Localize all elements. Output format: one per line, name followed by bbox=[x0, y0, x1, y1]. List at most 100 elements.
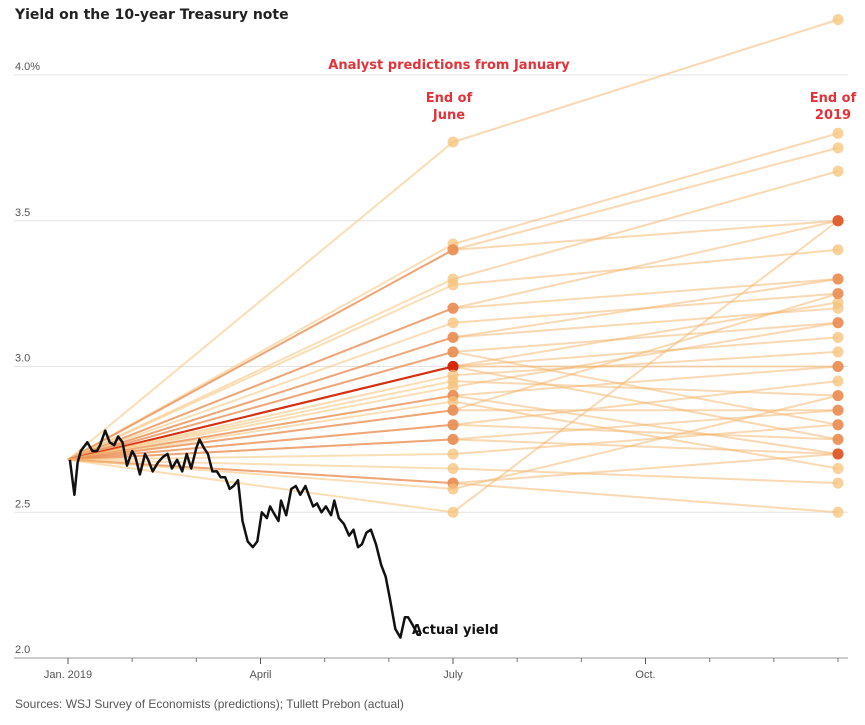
dec-prediction-dot bbox=[832, 127, 844, 139]
june-prediction-dot bbox=[447, 279, 459, 291]
x-tick-label: July bbox=[443, 669, 463, 681]
prediction-line-to-dec bbox=[452, 132, 839, 246]
prediction-line-to-dec bbox=[452, 219, 839, 310]
dec-prediction-dot bbox=[832, 14, 844, 26]
y-axis: 4.0% 3.5 3.0 2.5 2.0 bbox=[15, 61, 40, 656]
dec-prediction-dot bbox=[832, 288, 844, 300]
dec-prediction-dot bbox=[832, 273, 844, 285]
june-prediction-dot bbox=[447, 331, 459, 343]
dec-prediction-dot bbox=[832, 244, 844, 256]
y-tick-label: 2.5 bbox=[15, 498, 30, 510]
june-label-line2: June bbox=[432, 108, 465, 123]
actual-yield-line bbox=[68, 429, 421, 639]
june-prediction-dot bbox=[447, 448, 459, 460]
y-tick-label: 3.5 bbox=[15, 207, 30, 219]
dec-prediction-dot bbox=[832, 165, 844, 177]
prediction-line-to-june bbox=[67, 458, 454, 514]
june-prediction-dot bbox=[447, 346, 459, 358]
x-tick-label: Jan. 2019 bbox=[44, 669, 92, 681]
dec-prediction-dot bbox=[832, 317, 844, 329]
prediction-line-to-dec bbox=[452, 278, 839, 339]
y-tick-label: 3.0 bbox=[15, 353, 30, 365]
dec-prediction-dot bbox=[832, 296, 844, 308]
prediction-line-to-june bbox=[67, 141, 454, 461]
prediction-line-to-june bbox=[67, 350, 454, 461]
dec-prediction-dot bbox=[832, 346, 844, 358]
prediction-line-to-dec bbox=[452, 321, 839, 388]
prediction-line-to-dec bbox=[452, 278, 839, 310]
prediction-line-to-june bbox=[67, 321, 454, 461]
prediction-line-to-dec bbox=[452, 18, 839, 143]
prediction-line-to-june bbox=[67, 365, 454, 461]
prediction-line-to-dec bbox=[452, 438, 839, 455]
x-axis: Jan. 2019 April July Oct. bbox=[44, 658, 839, 681]
prediction-line-to-dec bbox=[452, 423, 839, 441]
prediction-line-to-june bbox=[67, 249, 454, 461]
dec-prediction-dot bbox=[832, 331, 844, 343]
prediction-line-to-june bbox=[67, 336, 454, 461]
prediction-line-to-dec bbox=[452, 146, 839, 251]
y-tick-label: 4.0% bbox=[15, 61, 40, 73]
prediction-line-to-dec bbox=[452, 219, 839, 514]
prediction-line-to-dec bbox=[452, 380, 839, 426]
x-tick-label: April bbox=[249, 669, 271, 681]
june-prediction-dot bbox=[447, 381, 459, 393]
prediction-line-to-dec bbox=[452, 292, 839, 412]
prediction-line-to-june bbox=[67, 458, 454, 470]
prediction-line-to-june bbox=[67, 438, 454, 461]
prediction-line-to-dec bbox=[452, 467, 839, 485]
dec-prediction-dot bbox=[832, 390, 844, 402]
grid bbox=[14, 74, 848, 659]
june-prediction-dot bbox=[447, 317, 459, 329]
june-prediction-dot bbox=[447, 506, 459, 518]
source-note: Sources: WSJ Survey of Economists (predi… bbox=[15, 697, 404, 711]
chart-title: Yield on the 10-year Treasury note bbox=[14, 7, 289, 23]
june-prediction-dot bbox=[447, 433, 459, 445]
june-prediction-dot bbox=[447, 483, 459, 495]
prediction-line-to-dec bbox=[452, 219, 839, 251]
prediction-line-to-dec bbox=[452, 248, 839, 286]
dec-prediction-dot bbox=[832, 448, 844, 460]
dec-prediction-dot bbox=[832, 477, 844, 489]
june-prediction-dot bbox=[447, 463, 459, 475]
prediction-line-to-june bbox=[67, 458, 454, 490]
dec-prediction-dot bbox=[832, 215, 844, 227]
dec-prediction-dot bbox=[832, 433, 844, 445]
dec-prediction-dot bbox=[832, 506, 844, 518]
dec-prediction-dot bbox=[832, 142, 844, 154]
june-prediction-dot bbox=[447, 361, 459, 372]
prediction-line-to-dec bbox=[452, 452, 839, 485]
june-prediction-dot bbox=[447, 136, 459, 148]
prediction-lines bbox=[67, 18, 839, 514]
prediction-line-to-dec bbox=[452, 482, 839, 514]
prediction-line-to-dec bbox=[452, 321, 839, 353]
june-prediction-dot bbox=[447, 395, 459, 407]
prediction-line-to-dec bbox=[452, 170, 839, 281]
june-prediction-dot bbox=[447, 404, 459, 416]
actual-yield-series bbox=[68, 429, 421, 639]
prediction-line-to-june bbox=[67, 385, 454, 461]
prediction-line-to-dec bbox=[452, 423, 839, 455]
prediction-line-to-dec bbox=[452, 400, 839, 470]
prediction-line-to-dec bbox=[452, 409, 839, 441]
prediction-line-to-dec bbox=[452, 350, 839, 377]
dec-prediction-dot bbox=[832, 375, 844, 387]
june-prediction-dot bbox=[447, 302, 459, 314]
june-prediction-dot bbox=[447, 419, 459, 431]
y-tick-label: 2.0 bbox=[15, 644, 30, 656]
prediction-line-to-dec bbox=[452, 380, 839, 397]
prediction-line-to-dec bbox=[452, 394, 839, 490]
prediction-line-to-june bbox=[67, 283, 454, 461]
june-label-line1: End of bbox=[426, 91, 473, 106]
dec-prediction-dot bbox=[832, 463, 844, 475]
dec-prediction-dot bbox=[832, 361, 844, 372]
dec-prediction-dot bbox=[832, 404, 844, 416]
dec-prediction-dot bbox=[832, 419, 844, 431]
dec-label-line2: 2019 bbox=[815, 108, 851, 123]
prediction-dots bbox=[447, 14, 844, 518]
june-prediction-dot bbox=[447, 244, 459, 256]
prediction-line-to-june bbox=[67, 452, 454, 461]
x-tick-label: Oct. bbox=[635, 669, 655, 681]
actual-yield-label: Actual yield bbox=[412, 623, 499, 638]
